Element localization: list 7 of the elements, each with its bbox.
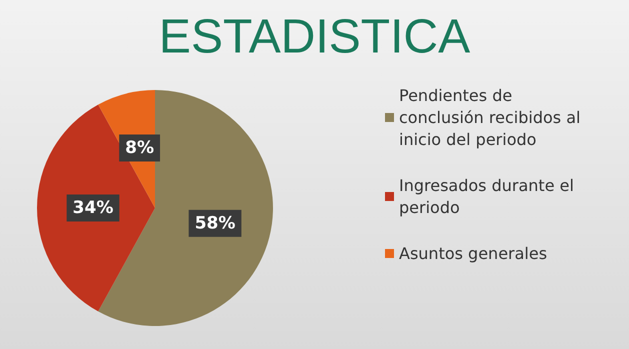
data-label: 8%: [125, 138, 154, 158]
data-label: 34%: [72, 198, 114, 218]
legend-label: Pendientes de conclusión recibidos al inicio del periodo: [399, 86, 586, 149]
legend-label: Asuntos generales: [399, 244, 548, 263]
data-label: 58%: [194, 213, 236, 234]
legend-label: Ingresados durante el periodo: [399, 176, 579, 217]
chart-title: ESTADISTICA: [158, 10, 470, 64]
